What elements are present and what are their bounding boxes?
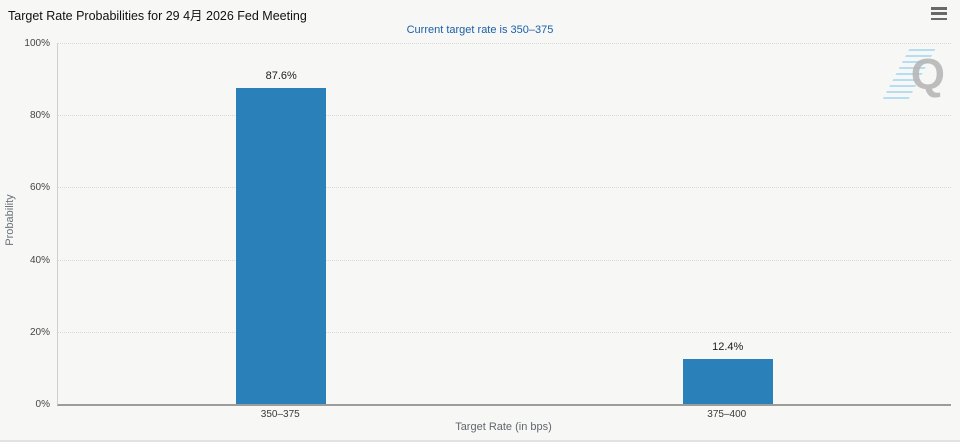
hamburger-bar <box>931 12 947 15</box>
y-tick-label: 40% <box>29 254 50 266</box>
bar-350–375[interactable] <box>236 87 327 404</box>
x-axis-title: Target Rate (in bps) <box>455 421 552 433</box>
y-tick-label: 80% <box>29 110 50 122</box>
watermark-q-logo-icon: Q <box>910 50 945 99</box>
plot-area: 87.6% 12.4% Q <box>57 43 951 406</box>
chart-title: Target Rate Probabilities for 29 4月 2026… <box>8 9 307 23</box>
hamburger-menu-icon[interactable] <box>931 7 947 20</box>
x-category-label: 350–375 <box>260 409 300 420</box>
y-tick-label: 0% <box>35 399 50 410</box>
gridline <box>58 187 951 189</box>
hamburger-bar <box>931 17 947 20</box>
gridline <box>58 115 951 117</box>
provider-watermark: Q <box>880 45 945 107</box>
y-tick-label: 100% <box>24 38 50 49</box>
watermark-stripes-icon <box>880 49 936 103</box>
bar-375–400[interactable] <box>682 359 773 404</box>
bar-value-label: 87.6% <box>265 69 297 82</box>
x-category-label: 375–400 <box>707 409 747 420</box>
bar-value-label: 12.4% <box>712 341 744 354</box>
y-tick-label: 60% <box>29 182 50 194</box>
gridline <box>58 331 951 333</box>
y-tick-label: 20% <box>29 326 50 338</box>
gridline <box>58 259 951 261</box>
hamburger-bar <box>931 7 947 10</box>
chart-subtitle: Current target rate is 350–375 <box>406 24 554 36</box>
gridline <box>58 43 951 44</box>
